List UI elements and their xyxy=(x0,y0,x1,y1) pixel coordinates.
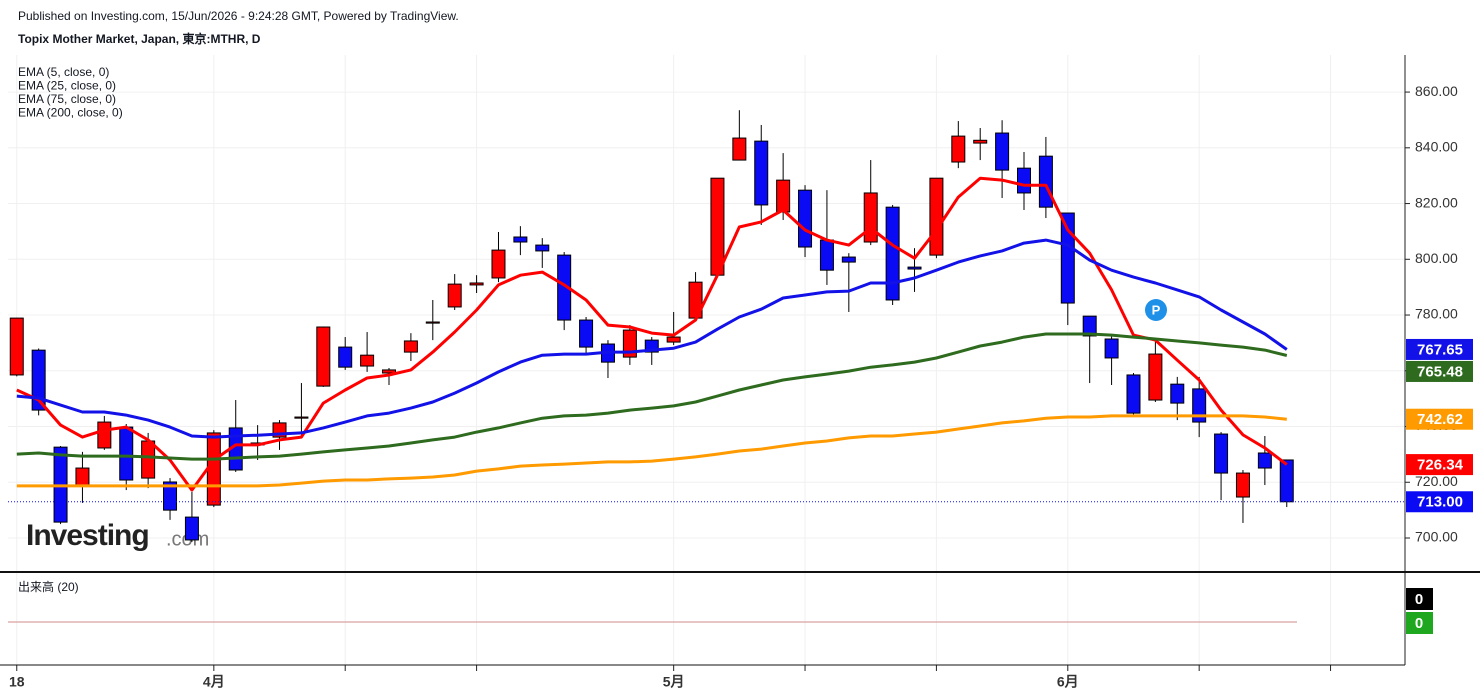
legend-entry: EMA (75, close, 0) xyxy=(18,92,116,106)
candle-body xyxy=(1104,338,1119,359)
candle-body xyxy=(710,177,725,276)
x-tick-label: 5月 xyxy=(663,674,685,690)
candle-body xyxy=(184,516,199,541)
candle-body xyxy=(316,326,331,387)
badge-circle[interactable] xyxy=(1145,299,1167,321)
candle-body xyxy=(929,177,944,256)
candle-body xyxy=(995,132,1010,171)
price-label-box xyxy=(1406,491,1473,513)
volume-label: 0 xyxy=(1415,615,1423,632)
candle-body xyxy=(1148,353,1163,401)
candle-body xyxy=(973,139,988,144)
y-tick-label: 800.00 xyxy=(1415,250,1458,266)
candle-body xyxy=(644,339,659,353)
candle-body xyxy=(1060,212,1075,304)
candle-body xyxy=(382,369,396,374)
candle-body xyxy=(360,354,375,367)
candle-body xyxy=(9,317,24,376)
volume-label-box xyxy=(1406,588,1433,610)
price-label-box xyxy=(1406,454,1473,476)
watermark-brand: Investing xyxy=(26,519,149,552)
candle-body xyxy=(841,256,856,263)
candle-body xyxy=(403,340,418,353)
candle-body xyxy=(1279,459,1294,503)
candle-body xyxy=(951,135,966,163)
chart-title: Topix Mother Market, Japan, 東京:MTHR, D xyxy=(18,31,261,46)
candle-body xyxy=(163,481,178,511)
candle-body xyxy=(447,283,462,308)
legend-entry: EMA (5, close, 0) xyxy=(18,65,109,79)
ema-line xyxy=(16,176,1288,492)
candle-body xyxy=(141,440,156,479)
price-label: 713.00 xyxy=(1417,494,1463,511)
candle-body xyxy=(469,282,484,286)
price-label-box xyxy=(1406,360,1473,382)
y-tick-label: 700.00 xyxy=(1415,529,1458,545)
publisher-note: Published on Investing.com, 15/Jun/2026 … xyxy=(18,9,459,23)
x-tick-label: 4月 xyxy=(203,674,225,690)
ema-line xyxy=(16,332,1288,461)
candle-body xyxy=(885,206,900,301)
candle-body xyxy=(75,467,90,487)
volume-label: 0 xyxy=(1415,591,1423,608)
y-tick-label: 860.00 xyxy=(1415,83,1458,99)
candle-body xyxy=(535,244,550,252)
legend-entry: EMA (200, close, 0) xyxy=(18,106,123,120)
candle-body xyxy=(798,189,813,248)
ema-line xyxy=(16,238,1288,439)
candle-body xyxy=(819,239,834,271)
candle-body xyxy=(579,319,594,348)
candle-body xyxy=(776,179,791,213)
candle-body xyxy=(491,249,506,279)
candle-body xyxy=(907,266,922,270)
volume-label-box xyxy=(1406,612,1433,634)
y-tick-label: 820.00 xyxy=(1415,194,1458,210)
y-tick-label: 840.00 xyxy=(1415,139,1458,155)
candle-body xyxy=(1017,167,1031,194)
candle-body xyxy=(425,321,440,324)
candle-body xyxy=(1214,433,1229,474)
price-label: 726.34 xyxy=(1417,457,1464,474)
x-tick-label: 18 xyxy=(9,674,25,690)
y-tick-label: 780.00 xyxy=(1415,306,1458,322)
candle-body xyxy=(119,426,134,481)
candle-body xyxy=(1192,388,1207,423)
volume-title: 出来高 (20) xyxy=(18,579,79,594)
candle-body xyxy=(206,432,221,506)
price-label: 765.48 xyxy=(1417,363,1463,380)
candle-body xyxy=(754,140,769,206)
candle-body xyxy=(31,349,46,411)
candle-body xyxy=(97,421,112,449)
price-label-box xyxy=(1406,338,1473,360)
candle-body xyxy=(863,192,878,243)
x-tick-label: 6月 xyxy=(1057,674,1079,690)
candle-body xyxy=(666,336,681,343)
candle-body xyxy=(732,137,747,161)
candle-body xyxy=(1170,383,1185,404)
legend-entry: EMA (25, close, 0) xyxy=(18,79,116,93)
candle-body xyxy=(338,346,353,368)
candle-body xyxy=(1257,452,1272,469)
candle-body xyxy=(1082,315,1097,337)
candle-body xyxy=(1038,155,1053,208)
price-label: 767.65 xyxy=(1417,341,1463,358)
price-label: 742.62 xyxy=(1417,411,1463,428)
price-label-box xyxy=(1406,408,1473,430)
candle-body xyxy=(1126,374,1141,414)
ema-line xyxy=(16,414,1287,488)
candle-body xyxy=(513,236,528,243)
candle-body xyxy=(294,416,309,419)
y-tick-label: 720.00 xyxy=(1415,473,1458,489)
badge-text[interactable]: P xyxy=(1152,302,1161,317)
candle-body xyxy=(1235,472,1250,498)
